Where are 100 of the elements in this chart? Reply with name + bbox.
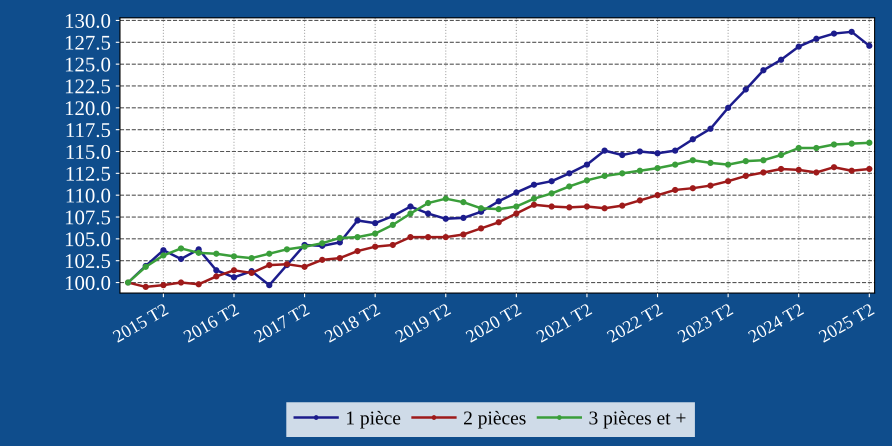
point	[196, 250, 202, 256]
point	[760, 169, 767, 176]
point	[442, 216, 449, 222]
point	[213, 267, 220, 274]
point	[160, 282, 167, 288]
point	[178, 279, 184, 286]
point	[742, 86, 749, 93]
point	[584, 177, 590, 184]
point	[178, 245, 184, 252]
point	[407, 203, 414, 210]
point	[742, 172, 749, 180]
y-tick-label: 100.0	[66, 276, 110, 290]
point	[478, 205, 484, 212]
point	[372, 220, 378, 226]
point	[601, 148, 608, 154]
point	[213, 273, 220, 280]
point	[672, 148, 678, 154]
point	[707, 160, 714, 166]
point	[248, 254, 255, 262]
point	[690, 185, 696, 192]
point	[848, 140, 855, 147]
y-tick-label: 120.0	[66, 101, 110, 116]
y-tick-label: 105.0	[66, 232, 110, 246]
point	[424, 200, 432, 206]
point	[478, 225, 484, 232]
point	[707, 182, 714, 189]
point	[460, 231, 467, 238]
point	[813, 169, 820, 176]
point	[725, 104, 732, 111]
point	[796, 144, 802, 152]
point	[584, 161, 590, 168]
point	[160, 252, 167, 259]
point	[301, 264, 308, 270]
point	[778, 152, 784, 158]
legend-label: 1 pièce	[347, 410, 400, 428]
point	[619, 202, 626, 209]
point	[636, 148, 644, 155]
point	[230, 274, 238, 280]
point	[530, 202, 538, 208]
point	[654, 150, 661, 156]
point	[830, 164, 838, 170]
point	[266, 262, 272, 268]
point	[284, 246, 290, 252]
x-tick-label: 2018 T2	[324, 303, 381, 343]
point	[866, 166, 872, 172]
point	[336, 254, 343, 262]
x-tick-label: 2022 T2	[606, 303, 664, 343]
point	[513, 189, 520, 196]
point	[725, 161, 732, 168]
point	[760, 67, 767, 74]
point	[407, 234, 414, 240]
point	[424, 234, 432, 240]
point	[390, 222, 396, 228]
point	[390, 213, 396, 220]
point	[672, 186, 678, 194]
point	[566, 183, 572, 190]
point	[354, 217, 361, 224]
point	[654, 164, 661, 172]
y-tick-label: 122.5	[66, 79, 110, 94]
point	[601, 205, 608, 212]
point	[778, 56, 784, 63]
point	[636, 197, 644, 204]
point	[813, 144, 820, 152]
y-tick-label: 125.0	[66, 58, 110, 72]
point	[160, 247, 167, 254]
point	[230, 253, 238, 260]
point	[354, 234, 361, 240]
point	[496, 198, 502, 204]
point	[407, 210, 414, 217]
y-tick-label: 127.5	[66, 36, 110, 50]
point	[424, 210, 432, 217]
legend-label: 3 pièces et +	[589, 410, 686, 428]
y-tick-label: 107.5	[66, 210, 110, 225]
point	[548, 203, 555, 210]
x-tick-label: 2015 T2	[112, 303, 169, 343]
point	[636, 168, 644, 174]
point	[796, 166, 802, 173]
x-tick-label: 2020 T2	[465, 303, 522, 343]
point	[584, 203, 590, 210]
y-tick-label: 130.0	[66, 14, 110, 28]
point	[319, 240, 326, 246]
y-tick-label: 112.5	[66, 166, 110, 181]
x-tick-label: 2023 T2	[676, 303, 734, 343]
point	[442, 234, 449, 240]
x-tick-label: 2019 T2	[394, 303, 452, 343]
point	[442, 196, 449, 202]
point	[336, 234, 343, 242]
point	[866, 42, 872, 49]
point	[742, 158, 749, 164]
point	[513, 210, 520, 217]
point	[830, 141, 838, 148]
point	[266, 282, 272, 288]
point	[848, 168, 855, 174]
point	[390, 242, 396, 248]
point	[319, 256, 326, 263]
point	[354, 248, 361, 254]
point	[460, 214, 467, 222]
point	[372, 244, 378, 250]
point	[725, 178, 732, 184]
x-tick-label: 2021 T2	[536, 303, 592, 343]
